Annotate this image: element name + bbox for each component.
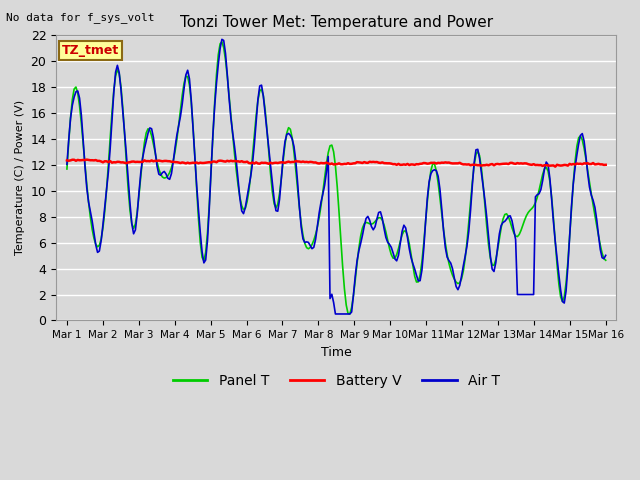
Title: Tonzi Tower Met: Temperature and Power: Tonzi Tower Met: Temperature and Power bbox=[180, 15, 493, 30]
Text: No data for f_sys_volt: No data for f_sys_volt bbox=[6, 12, 155, 23]
X-axis label: Time: Time bbox=[321, 346, 352, 359]
Text: TZ_tmet: TZ_tmet bbox=[61, 44, 119, 57]
Legend: Panel T, Battery V, Air T: Panel T, Battery V, Air T bbox=[167, 368, 506, 393]
Y-axis label: Temperature (C) / Power (V): Temperature (C) / Power (V) bbox=[15, 100, 25, 255]
